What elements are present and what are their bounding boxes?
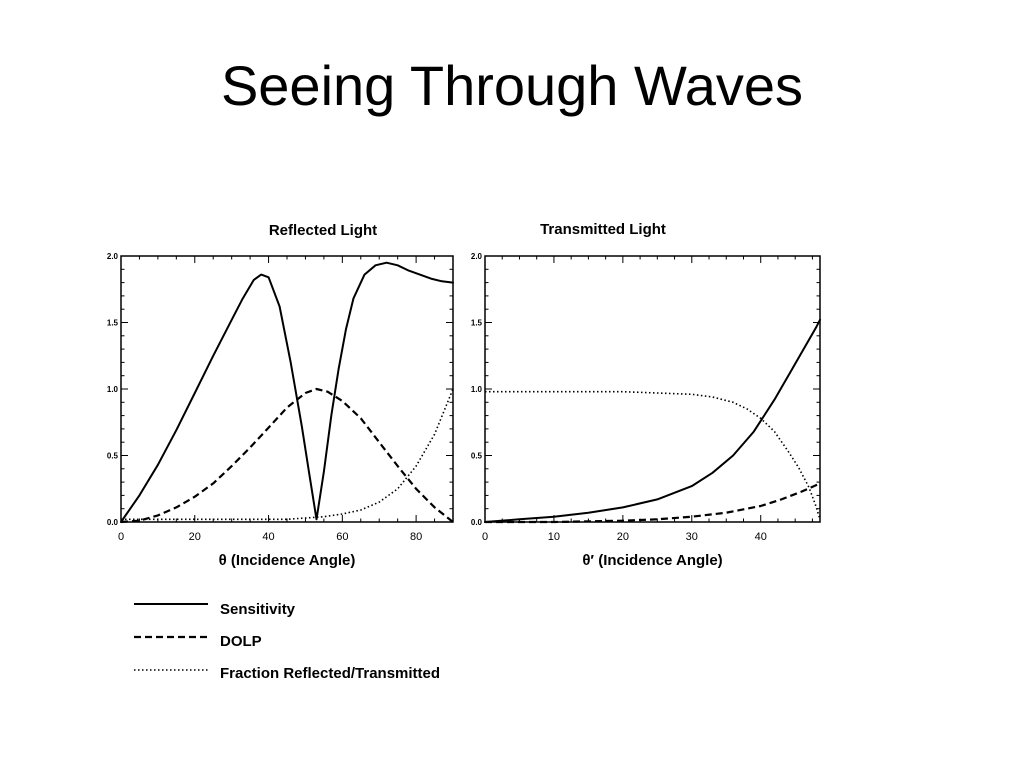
transmitted-chart-title: Transmitted Light <box>540 221 666 238</box>
transmitted-series-dolp <box>485 482 821 524</box>
transmitted-plot-frame <box>484 255 821 523</box>
reflected-light-panel: Reflected Light θ (Incidence Angle) 0 20 40 6… <box>107 222 454 569</box>
reflected-y-tick-label: 0.5 <box>107 452 119 461</box>
reflected-series-sensitivity <box>120 261 454 523</box>
transmitted-x-tick-label: 20 <box>617 531 629 543</box>
reflected-x-tick-label: 0 <box>118 531 124 543</box>
transmitted-x-tick-label: 10 <box>548 531 560 543</box>
reflected-y-tick-label: 1.0 <box>107 385 119 394</box>
reflected-x-tick-label: 60 <box>336 531 348 543</box>
reflected-plot-frame <box>120 255 454 523</box>
transmitted-y-tick-label: 0.5 <box>471 452 483 461</box>
reflected-y-tick-label: 0.0 <box>107 518 119 527</box>
transmitted-y-tick-label: 0.0 <box>471 518 483 527</box>
legend: Sensitivity DOLP Fraction Reflected/Tran… <box>134 601 440 682</box>
reflected-series-fraction-reflected-transmitted <box>121 388 454 521</box>
reflected-x-axis-label: θ (Incidence Angle) <box>219 552 356 569</box>
transmitted-x-tick-label: 30 <box>686 531 698 543</box>
transmitted-light-panel: Transmitted Light θ′ (Incidence Angle) 0 10… <box>471 221 821 569</box>
transmitted-x-tick-label: 40 <box>755 531 767 543</box>
legend-label-sensitivity: Sensitivity <box>220 601 296 618</box>
transmitted-y-tick-label: 2.0 <box>471 252 483 261</box>
transmitted-y-tick-label: 1.5 <box>471 319 483 328</box>
reflected-chart-title: Reflected Light <box>269 222 377 239</box>
reflected-series-dolp <box>120 387 454 524</box>
slide-title: Seeing Through Waves <box>220 54 804 117</box>
legend-label-fraction: Fraction Reflected/Transmitted <box>220 665 440 682</box>
reflected-x-tick-label: 40 <box>262 531 274 543</box>
transmitted-x-tick-label: 0 <box>482 531 488 543</box>
reflected-x-tick-label: 80 <box>410 531 422 543</box>
transmitted-series-fraction-reflected-transmitted <box>485 390 821 520</box>
legend-label-dolp: DOLP <box>220 633 262 650</box>
reflected-x-tick-label: 20 <box>189 531 201 543</box>
transmitted-x-axis-label: θ′ (Incidence Angle) <box>582 552 722 569</box>
reflected-y-tick-label: 1.5 <box>107 319 119 328</box>
reflected-y-tick-label: 2.0 <box>107 252 119 261</box>
transmitted-y-tick-label: 1.0 <box>471 385 483 394</box>
transmitted-series-sensitivity <box>484 318 821 523</box>
